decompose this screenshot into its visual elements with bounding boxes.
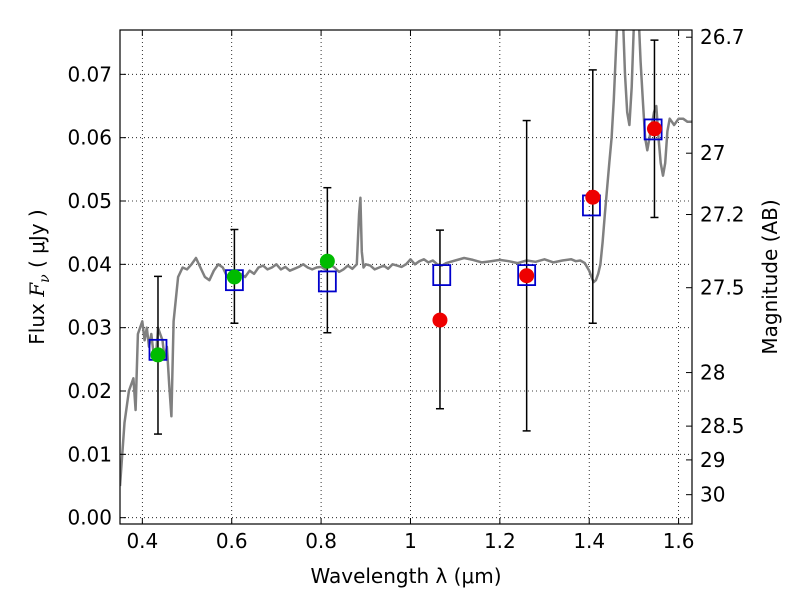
mag-tick-label: 27.2	[700, 203, 745, 227]
y-tick-label: 0.01	[67, 442, 112, 466]
x-tick-label: 1	[404, 529, 417, 553]
y-tick-label: 0.04	[67, 252, 112, 276]
mag-tick-label: 27.5	[700, 276, 745, 300]
observed-point-red	[432, 312, 448, 328]
observed-point-red	[519, 268, 535, 284]
x-tick-label: 0.8	[305, 529, 337, 553]
y-tick-label: 0.03	[67, 316, 112, 340]
x-tick-label: 1.2	[484, 529, 516, 553]
y-tick-label: 0.06	[67, 126, 112, 150]
observed-point-green	[226, 269, 242, 285]
observed-points	[150, 121, 662, 363]
x-axis-label: Wavelength λ (μm)	[310, 564, 501, 588]
y-tick-label: 0.00	[67, 506, 112, 530]
model-point-box	[317, 270, 337, 293]
observed-point-green	[150, 347, 166, 363]
mag-tick-label: 28	[700, 361, 725, 385]
spectrum-layer	[120, 30, 692, 487]
y-tick-label: 0.07	[67, 62, 112, 86]
x-tick-label: 0.4	[126, 529, 158, 553]
observed-point-red	[585, 189, 601, 205]
y-tick-label: 0.02	[67, 379, 112, 403]
mag-tick-label: 30	[700, 483, 725, 507]
model-point-box	[432, 264, 452, 287]
observed-point-green	[319, 253, 335, 269]
x-tick-label: 1.6	[663, 529, 695, 553]
axis-ticks: 0.4 0.6 0.8 1 1.2 1.4 1.6 0.00 0.01 0.02 0.03 0.04 0…	[67, 25, 744, 553]
mag-tick-label: 29	[700, 448, 725, 472]
model-point-box	[517, 264, 537, 287]
model-spectrum-line	[120, 30, 692, 487]
right-axis-label: Magnitude (AB)	[758, 199, 782, 354]
mag-tick-label: 27	[700, 141, 725, 165]
mag-tick-label: 26.7	[700, 25, 745, 49]
observed-point-red	[646, 121, 662, 137]
y-tick-label: 0.05	[67, 189, 112, 213]
x-tick-label: 0.6	[216, 529, 248, 553]
y-axis-label: Flux Fν ( μJy )	[25, 209, 53, 344]
x-tick-label: 1.4	[573, 529, 605, 553]
mag-tick-label: 28.5	[700, 414, 745, 438]
plot-frame	[119, 29, 693, 525]
